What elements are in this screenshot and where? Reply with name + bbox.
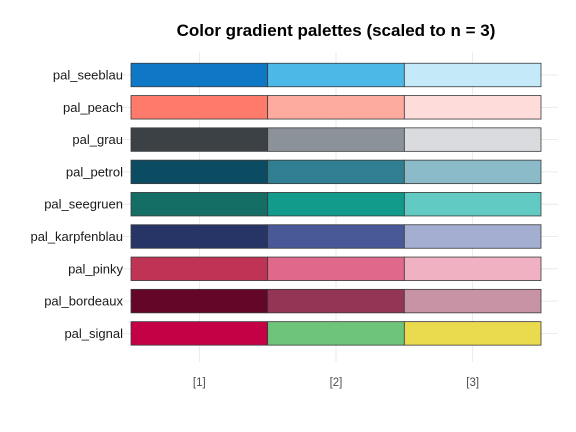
palette-tile-pal_signal-3 <box>403 321 542 346</box>
x-tick-label-1: [1] <box>193 377 206 389</box>
palette-label-pal_peach: pal_peach <box>63 100 123 115</box>
palette-label-pal_grau: pal_grau <box>72 132 123 147</box>
palette-label-pal_seeblau: pal_seeblau <box>53 68 123 83</box>
palette-tile-pal_petrol-3 <box>403 159 542 185</box>
palette-tile-pal_grau-2 <box>267 127 405 152</box>
palette-tile-pal_seegruen-1 <box>130 192 269 217</box>
palette-tile-pal_seeblau-2 <box>267 62 405 88</box>
palette-tile-pal_bordeaux-1 <box>130 288 269 314</box>
palette-tile-pal_pinky-1 <box>130 256 269 281</box>
chart-title: Color gradient palettes (scaled to n = 3… <box>177 21 496 40</box>
palette-tile-pal_pinky-2 <box>267 256 405 281</box>
palette-label-pal_seegruen: pal_seegruen <box>44 197 123 212</box>
palette-label-pal_petrol: pal_petrol <box>66 164 123 179</box>
palette-tile-pal_grau-3 <box>403 127 542 152</box>
palette-tile-pal_karpfenblau-2 <box>267 224 405 249</box>
palette-tile-pal_signal-2 <box>267 321 405 346</box>
palette-tile-pal_pinky-3 <box>403 256 542 281</box>
palette-tile-pal_signal-1 <box>130 321 269 346</box>
palette-label-pal_karpfenblau: pal_karpfenblau <box>30 229 123 244</box>
palette-tile-pal_peach-2 <box>267 95 405 120</box>
palette-tile-pal_seeblau-1 <box>130 62 269 88</box>
palette-tile-pal_petrol-2 <box>267 159 405 185</box>
palette-label-pal_bordeaux: pal_bordeaux <box>44 294 123 309</box>
palette-tile-pal_karpfenblau-3 <box>403 224 542 249</box>
x-tick-label-2: [2] <box>330 377 343 389</box>
palette-tile-pal_seeblau-3 <box>403 62 542 88</box>
palette-tile-pal_bordeaux-3 <box>403 288 542 314</box>
palette-tile-pal_grau-1 <box>130 127 269 152</box>
palette-tile-pal_seegruen-2 <box>267 192 405 217</box>
palette-tile-pal_peach-3 <box>403 95 542 120</box>
x-tick-label-3: [3] <box>466 377 479 389</box>
palette-tiles <box>130 62 542 346</box>
palette-label-pal_signal: pal_signal <box>64 326 123 341</box>
palette-name-labels: pal_seeblau pal_peach pal_grau pal_petrolpa… <box>30 68 123 341</box>
palette-tile-pal_seegruen-3 <box>403 192 542 217</box>
palette-tile-pal_peach-1 <box>130 95 269 120</box>
palette-tile-pal_karpfenblau-1 <box>130 224 269 249</box>
palette-label-pal_pinky: pal_pinky <box>68 261 123 276</box>
palette-tile-pal_petrol-1 <box>130 159 269 185</box>
x-tick-labels: [1] [2] [3] <box>193 377 479 389</box>
palette-tile-pal_bordeaux-2 <box>267 288 405 314</box>
